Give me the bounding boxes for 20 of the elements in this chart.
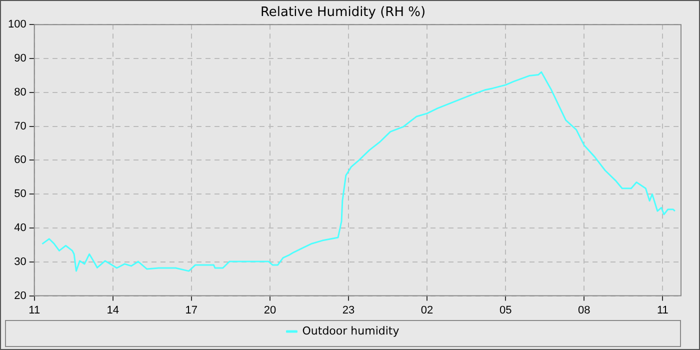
y-tick-label: 40 bbox=[14, 222, 26, 234]
x-tick-label: 11 bbox=[28, 304, 40, 316]
legend-label: Outdoor humidity bbox=[302, 324, 400, 338]
y-tick-label: 20 bbox=[14, 290, 26, 302]
y-tick-label: 80 bbox=[14, 86, 26, 98]
y-tick-label: 50 bbox=[14, 188, 26, 200]
y-tick-label: 70 bbox=[14, 120, 26, 132]
x-tick-label: 05 bbox=[499, 304, 512, 316]
y-tick-label: 90 bbox=[14, 52, 26, 65]
chart-title: Relative Humidity (RH %) bbox=[260, 5, 426, 20]
x-tick-label: 23 bbox=[342, 304, 355, 316]
x-tick-label: 11 bbox=[656, 304, 668, 316]
x-tick-label: 08 bbox=[578, 304, 590, 316]
x-tick-label: 17 bbox=[185, 304, 198, 316]
y-tick-label: 100 bbox=[8, 18, 26, 31]
x-tick-label: 02 bbox=[420, 304, 434, 316]
y-tick-label: 30 bbox=[14, 256, 26, 268]
y-tick-label: 60 bbox=[14, 154, 26, 166]
x-tick-label: 20 bbox=[264, 304, 276, 316]
x-tick-label: 14 bbox=[106, 304, 120, 316]
